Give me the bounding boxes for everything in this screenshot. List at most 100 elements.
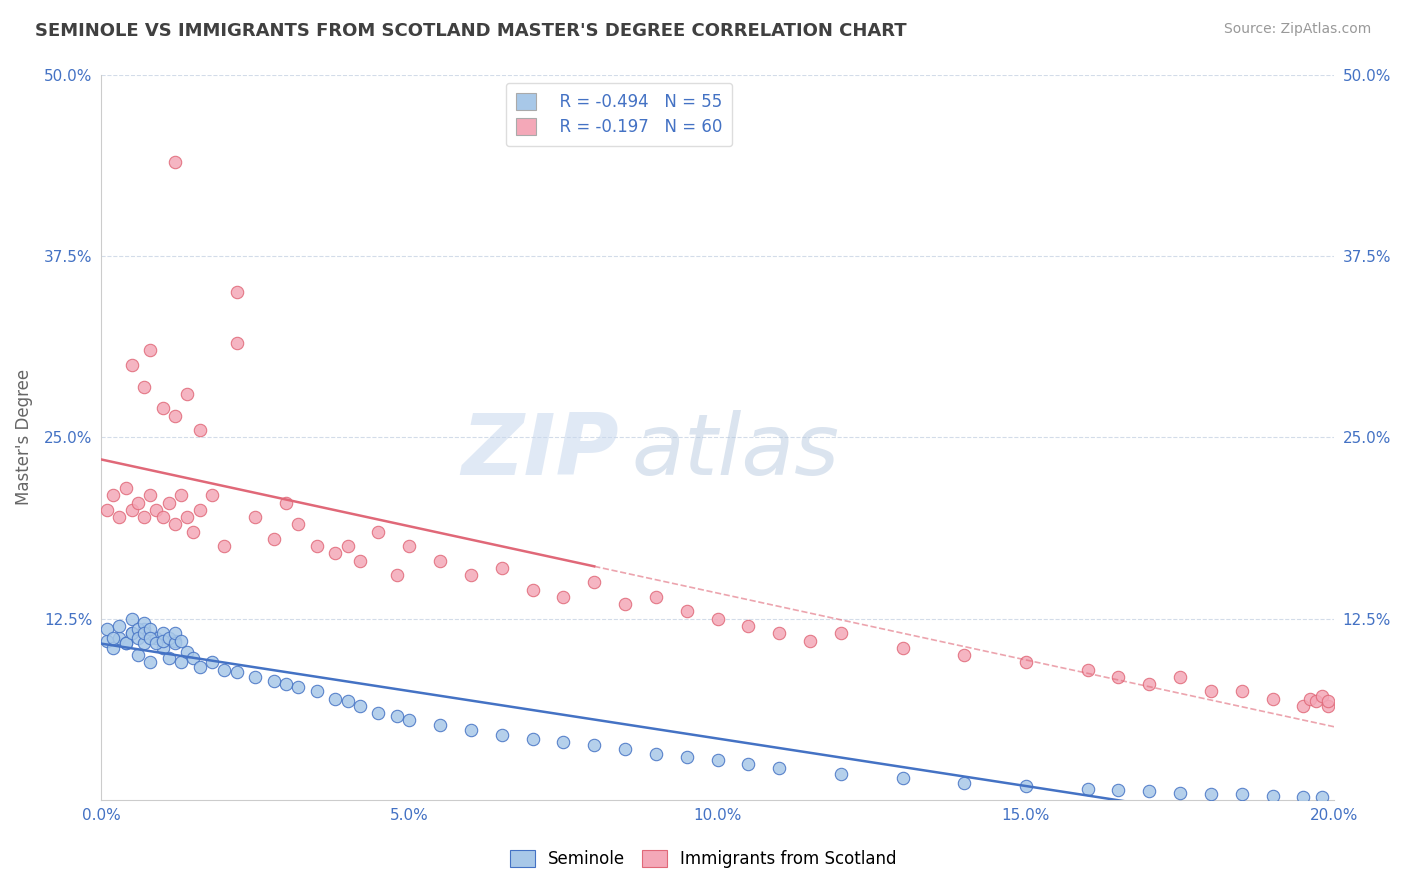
Point [127,631,149,645]
Point [737,619,759,633]
Point [349,554,371,568]
Point [139,655,162,669]
Point [139,343,162,358]
Point [1298,691,1320,706]
Point [1107,783,1129,797]
Point [553,735,575,749]
Point [139,631,162,645]
Text: Source: ZipAtlas.com: Source: ZipAtlas.com [1223,22,1371,37]
Point [188,423,211,437]
Point [367,706,389,720]
Point [114,636,136,650]
Point [157,651,180,665]
Point [675,749,697,764]
Point [132,626,155,640]
Point [145,636,167,650]
Point [429,717,451,731]
Y-axis label: Master's Degree: Master's Degree [15,369,32,506]
Point [1230,684,1253,698]
Point [614,597,637,611]
Point [132,510,155,524]
Point [768,626,790,640]
Point [145,503,167,517]
Point [225,336,247,351]
Point [170,488,193,502]
Point [1261,691,1284,706]
Text: ZIP: ZIP [461,410,619,493]
Point [152,401,174,416]
Point [429,554,451,568]
Point [1261,789,1284,803]
Point [1199,788,1222,802]
Point [201,655,224,669]
Point [491,728,513,742]
Point [1199,684,1222,698]
Point [305,539,328,553]
Point [183,524,205,539]
Point [1305,694,1327,708]
Point [385,709,408,723]
Point [152,626,174,640]
Point [287,680,309,694]
Point [132,616,155,631]
Point [96,633,118,648]
Point [121,626,143,640]
Point [243,670,266,684]
Point [132,622,155,636]
Point [103,640,125,655]
Point [214,539,236,553]
Point [1137,677,1160,691]
Point [263,674,285,689]
Point [183,651,205,665]
Point [349,698,371,713]
Point [1317,698,1340,713]
Point [114,481,136,495]
Point [176,386,198,401]
Point [132,379,155,393]
Point [96,622,118,636]
Text: atlas: atlas [631,410,839,493]
Legend:   R = -0.494   N = 55,   R = -0.197   N = 60: R = -0.494 N = 55, R = -0.197 N = 60 [506,83,733,146]
Point [1230,788,1253,802]
Point [367,524,389,539]
Point [163,517,186,532]
Point [830,626,852,640]
Point [1168,786,1191,800]
Point [121,503,143,517]
Point [583,575,606,590]
Point [127,495,149,509]
Point [103,631,125,645]
Point [336,694,359,708]
Point [953,648,976,662]
Point [163,626,186,640]
Point [522,582,544,597]
Point [114,636,136,650]
Point [121,626,143,640]
Point [287,517,309,532]
Point [139,622,162,636]
Point [243,510,266,524]
Point [336,539,359,553]
Point [614,742,637,756]
Point [176,645,198,659]
Point [139,488,162,502]
Point [953,776,976,790]
Point [121,358,143,372]
Point [1137,784,1160,798]
Point [1107,670,1129,684]
Point [675,605,697,619]
Point [214,663,236,677]
Point [1317,694,1340,708]
Point [170,633,193,648]
Point [96,503,118,517]
Point [176,510,198,524]
Point [108,619,131,633]
Point [644,747,666,761]
Point [830,767,852,781]
Point [108,510,131,524]
Point [385,568,408,582]
Point [799,633,821,648]
Point [460,723,482,738]
Point [1310,790,1333,805]
Text: SEMINOLE VS IMMIGRANTS FROM SCOTLAND MASTER'S DEGREE CORRELATION CHART: SEMINOLE VS IMMIGRANTS FROM SCOTLAND MAS… [35,22,907,40]
